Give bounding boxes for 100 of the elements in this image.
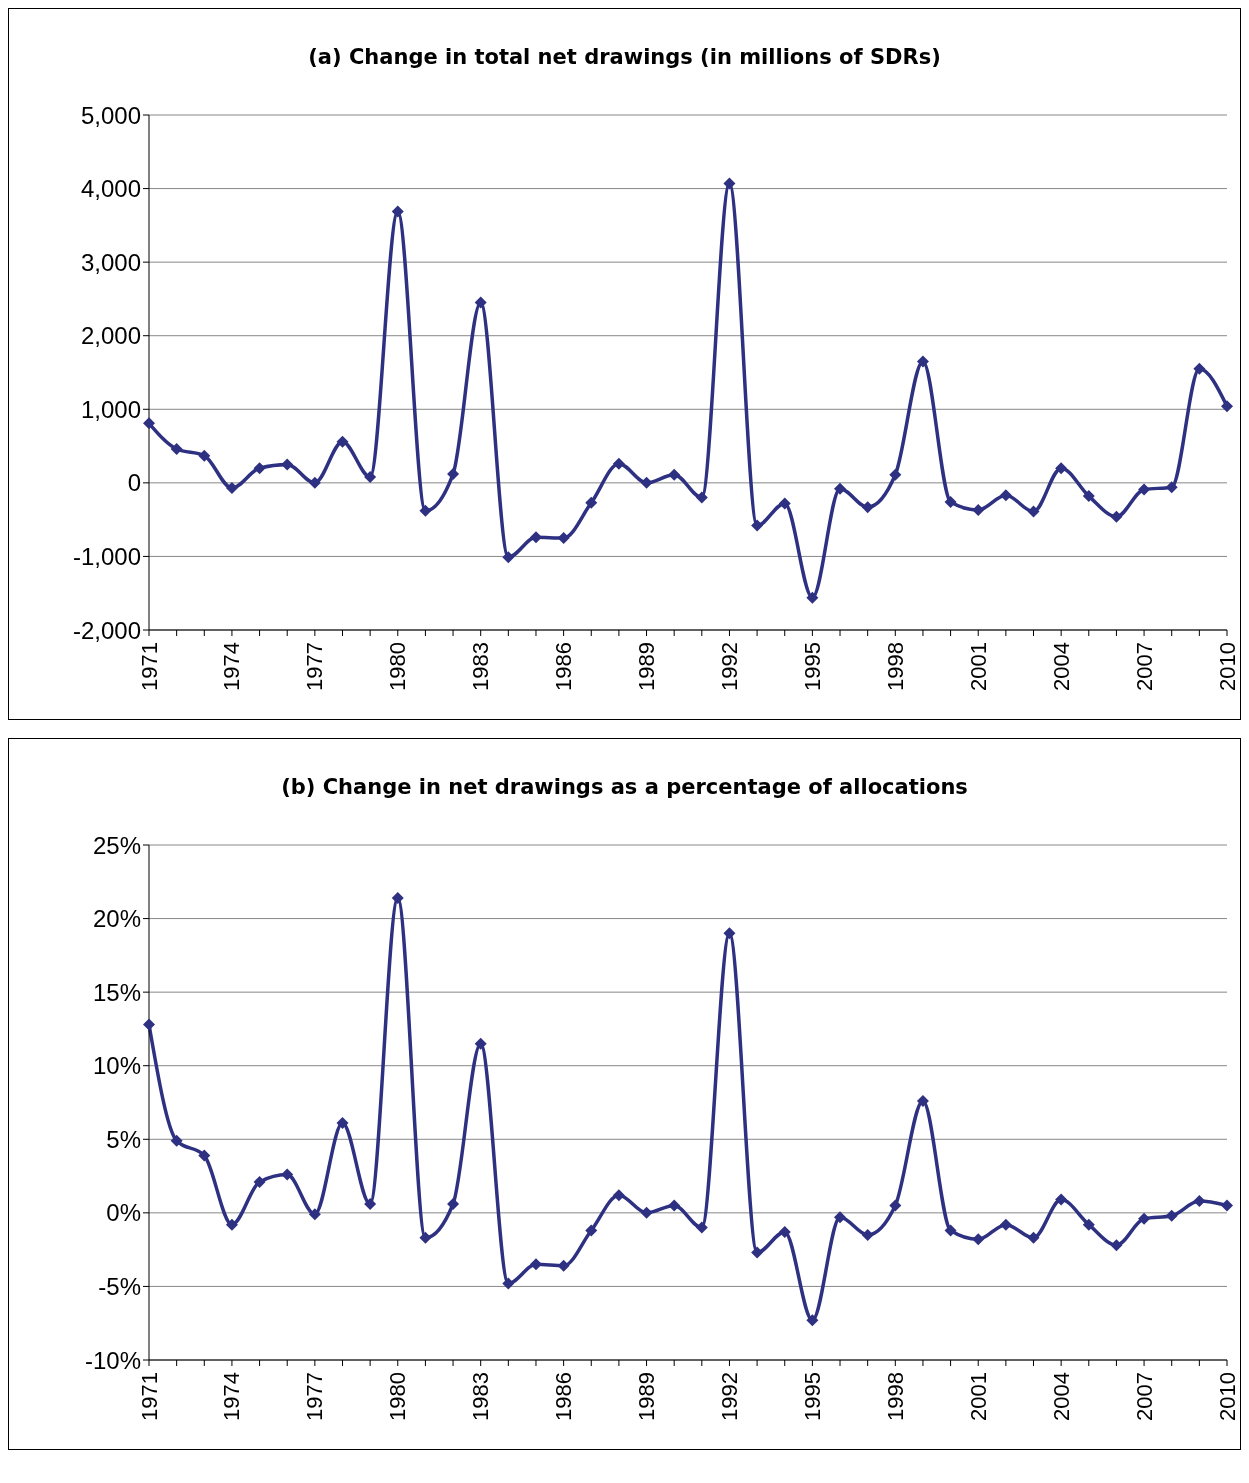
x-tick-label: 1998 [882,1372,908,1421]
x-tick-label: 1992 [716,1372,742,1421]
point [1138,483,1151,496]
x-tick-label: 1983 [468,642,494,691]
x-tick-label: 1989 [634,642,660,691]
x-tick-label: 1983 [468,1372,494,1421]
x-tick-label: 1995 [799,1372,825,1421]
point [281,458,294,471]
x-tick-label: 2007 [1131,642,1157,691]
point [944,495,957,508]
y-tick-label: -5% [98,1272,141,1300]
chart-title: (b) Change in net drawings as a percentage of allocations [280,774,969,801]
point [447,1198,460,1211]
point [143,417,155,430]
point [1055,462,1068,475]
point [391,205,404,218]
y-tick-label: 1,000 [80,395,141,423]
point [502,551,515,564]
y-tick-label: 25% [92,831,141,859]
point [916,355,929,368]
point [751,1246,764,1259]
point [391,891,404,904]
y-tick-label: 2,000 [80,322,141,350]
point [612,1189,625,1202]
point [225,482,238,495]
y-tick-label: 4,000 [80,175,141,203]
point [640,476,653,489]
point [170,443,183,456]
x-tick-label: 2004 [1048,1372,1074,1421]
point [861,1228,874,1241]
point [834,482,847,495]
x-tick-label: 1986 [551,642,577,691]
point [612,457,625,470]
point [695,491,708,504]
point [889,1199,902,1212]
point [308,476,321,489]
point [225,1218,238,1231]
point [364,1198,377,1211]
x-tick-label: 2001 [965,642,991,691]
point [778,497,791,510]
point [253,462,266,475]
x-tick-label: 1974 [219,1372,245,1421]
point [1027,1231,1040,1244]
point [668,468,681,481]
x-tick-label: 2007 [1131,1372,1157,1421]
point [336,1117,349,1130]
point [474,296,487,309]
point [723,927,736,940]
y-tick-label: 0% [106,1199,141,1227]
x-tick-label: 1989 [634,1372,660,1421]
point [778,1225,791,1238]
y-tick-label: 0 [127,469,141,497]
x-tick-label: 1980 [385,1372,411,1421]
point [419,1231,432,1244]
point [529,531,542,544]
point [1027,505,1040,518]
y-tick-label: -2,000 [72,616,141,644]
point [944,1224,957,1237]
point [668,1199,681,1212]
point [143,1018,155,1031]
x-tick-label: 1971 [136,1372,162,1421]
point [281,1168,294,1181]
point [695,1221,708,1234]
point [1193,362,1206,375]
point [308,1208,321,1221]
point [502,1277,515,1290]
point [419,504,432,517]
point [806,591,819,604]
point [1221,1199,1233,1212]
point [916,1095,929,1108]
point [1110,1239,1123,1252]
point [529,1258,542,1271]
y-tick-label: 3,000 [80,248,141,276]
point [585,1224,598,1237]
point [889,468,902,481]
point [198,1149,211,1162]
point [364,470,377,483]
point [1055,1193,1068,1206]
point [198,449,211,462]
point [1082,490,1095,503]
y-tick-label: 5,000 [80,101,141,129]
point [170,1134,183,1147]
x-tick-label: 2010 [1214,642,1240,691]
x-tick-label: 1971 [136,642,162,691]
point [336,435,349,448]
point [1221,400,1233,413]
point [1165,481,1178,494]
point [585,496,598,509]
x-tick-label: 1998 [882,642,908,691]
y-tick-label: 15% [92,978,141,1006]
point [1138,1212,1151,1225]
point [1165,1209,1178,1222]
point [999,1218,1012,1231]
y-tick-label: -1,000 [72,542,141,570]
x-tick-label: 1995 [799,642,825,691]
x-tick-label: 1992 [716,642,742,691]
y-tick-label: 10% [92,1052,141,1080]
point [640,1206,653,1219]
point [1082,1218,1095,1231]
point [253,1175,266,1188]
